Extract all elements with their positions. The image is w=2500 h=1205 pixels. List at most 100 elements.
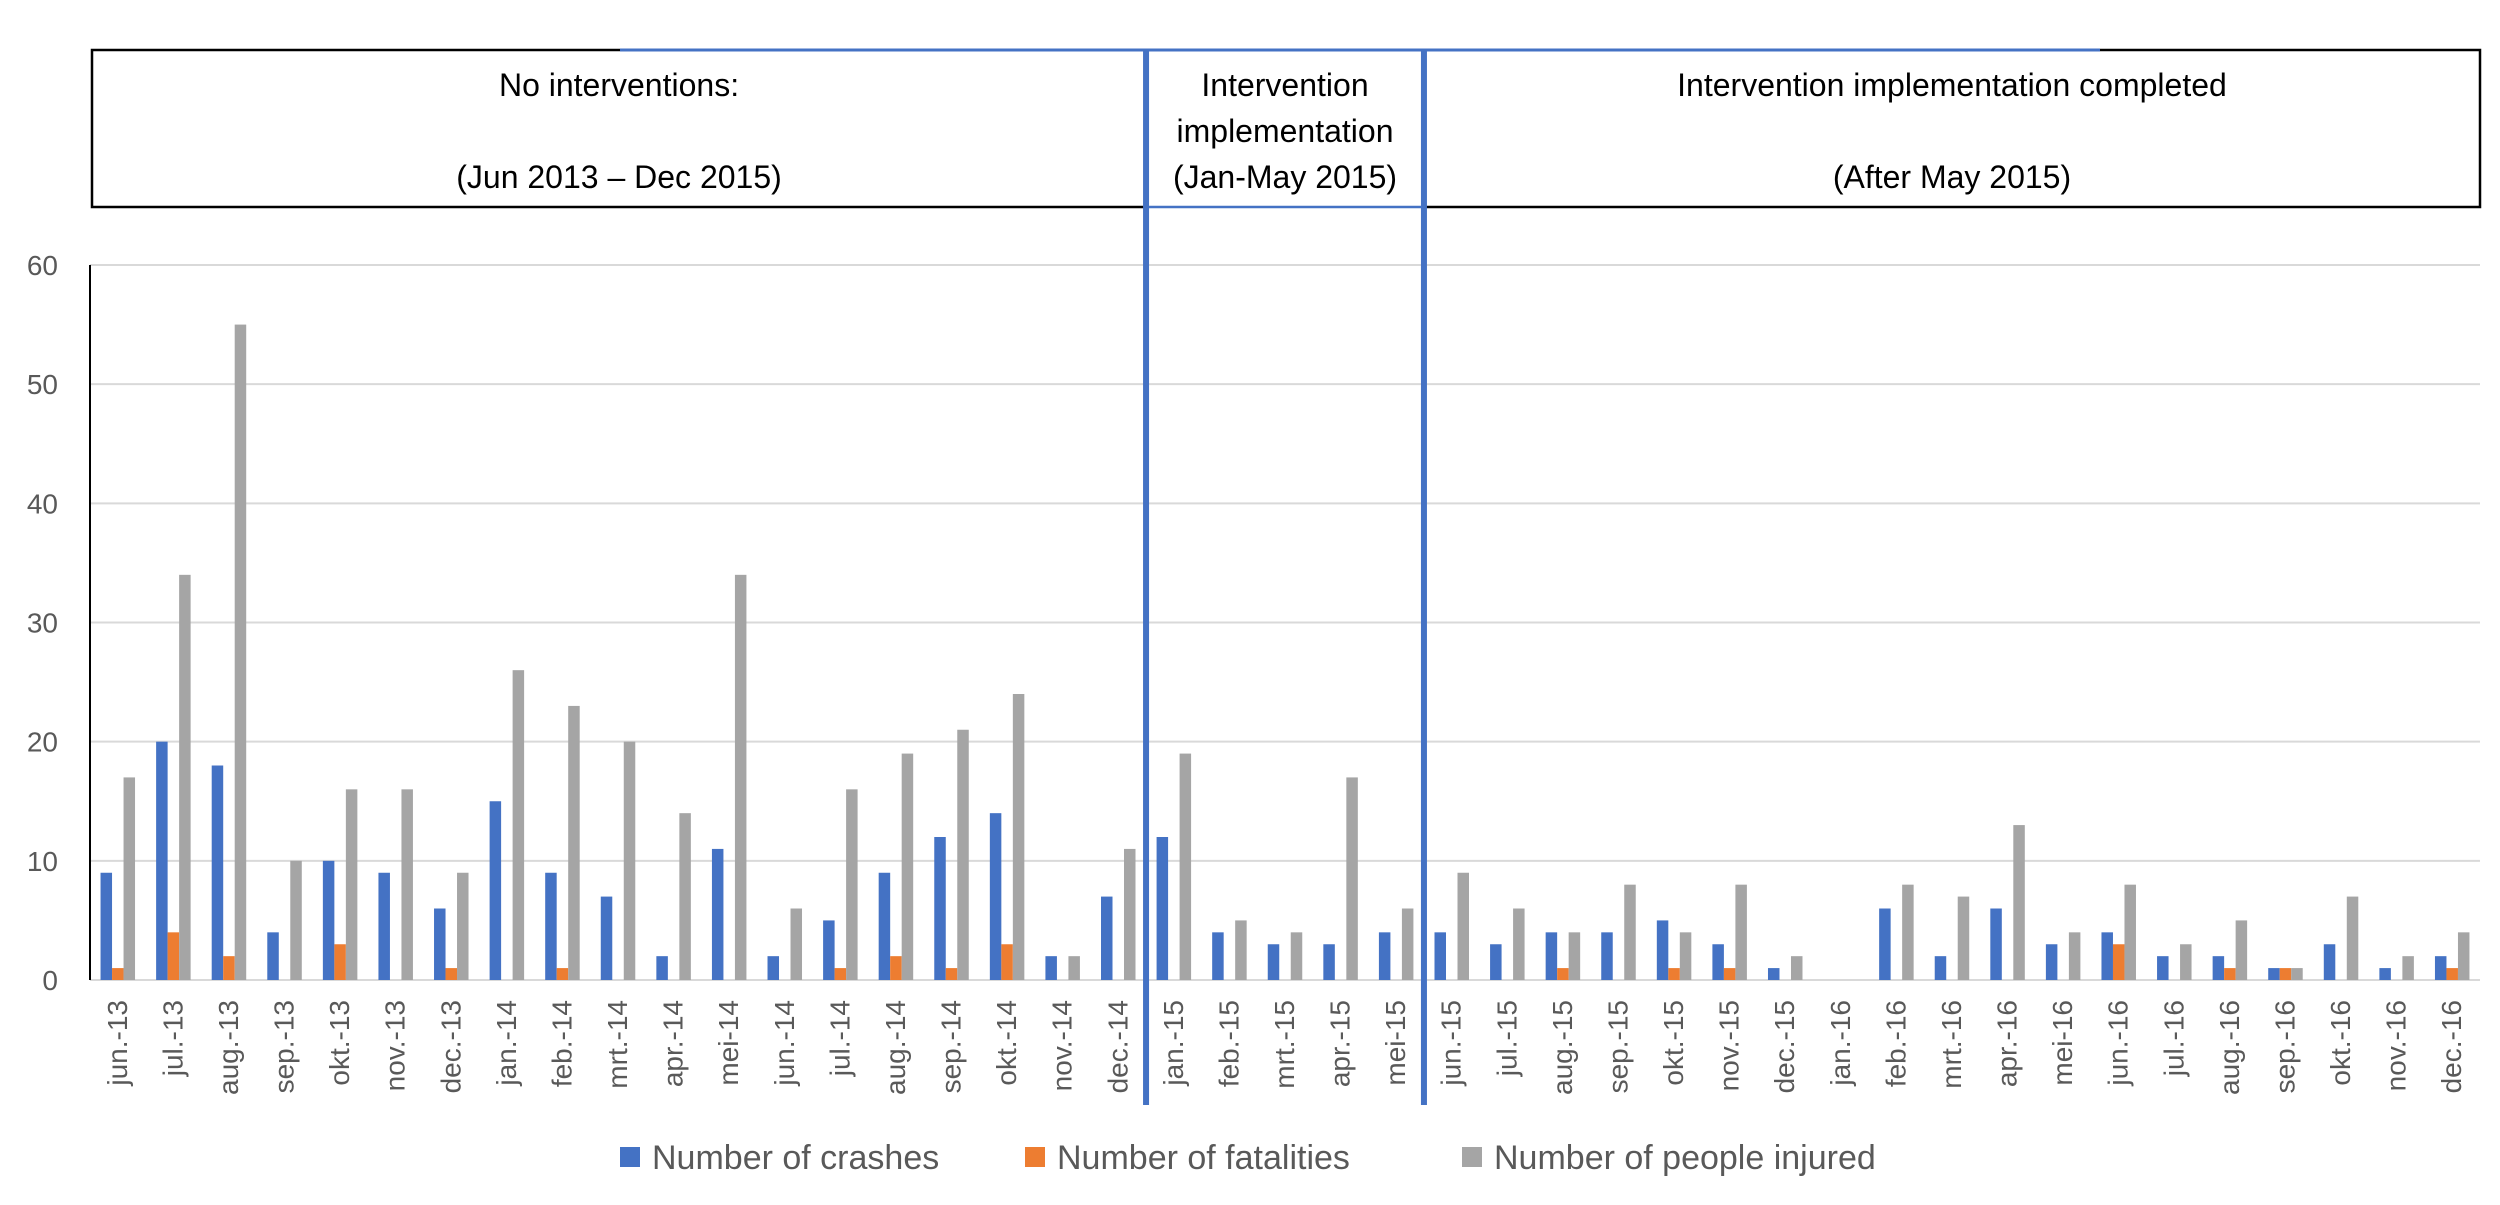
phase-boxes: No interventions: (Jun 2013 – Dec 2015) In… (90, 48, 2482, 209)
x-tick-label: sep.-14 (936, 1000, 967, 1093)
crashes-bar (1378, 932, 1391, 980)
x-tick-label: jan.-15 (1158, 1000, 1189, 1087)
injured-bar (1290, 932, 1303, 980)
injured-bar (2180, 944, 2192, 980)
injured-bar (679, 813, 691, 980)
injured-bar (2457, 932, 2470, 980)
injured-bar (2013, 825, 2025, 980)
crashes-bar (489, 801, 502, 980)
fatalities-bar (167, 932, 180, 980)
fatalities-bar (1001, 944, 1013, 980)
bars (100, 324, 2470, 980)
y-tick-label: 20 (27, 727, 58, 758)
phase-completed-label: (After May 2015) (1833, 159, 2071, 195)
injured-bar (457, 872, 469, 980)
crashes-bar (2323, 944, 2336, 980)
phase-completed-label: Intervention implementation completed (1677, 67, 2227, 103)
legend: Number of crashes Number of fatalities Num… (620, 1139, 1876, 1177)
x-tick-label: feb.-15 (1213, 1000, 1244, 1087)
fatalities-bar (334, 944, 346, 980)
fatalities-bar (1557, 968, 1569, 980)
x-tick-label: jan.-16 (1825, 1000, 1856, 1087)
x-tick-label: apr.-16 (1992, 1000, 2023, 1087)
crashes-bar (1990, 908, 2002, 980)
injured-bar (1124, 848, 1136, 980)
injured-bar (2235, 920, 2248, 980)
crashes-bar (267, 932, 279, 980)
x-tick-label: dec.-14 (1102, 1000, 1133, 1093)
x-tick-label: dec.-16 (2436, 1000, 2467, 1093)
injured-bar (2068, 932, 2081, 980)
legend-crashes-label: Number of crashes (652, 1139, 939, 1177)
fatalities-bar (2279, 968, 2292, 980)
fatalities-bar (2112, 944, 2125, 980)
y-tick-label: 50 (27, 369, 58, 400)
crashes-bar (1545, 932, 1558, 980)
injured-bar (790, 908, 803, 980)
x-tick-label: sep.-15 (1602, 1000, 1633, 1093)
crashes-bar (600, 896, 613, 980)
injured-bar (1679, 932, 1692, 980)
x-axis-ticks: jun.-13 jul.-13 aug.-13 sep.-13 okt.-13 nov.-… (102, 1000, 2467, 1095)
fatalities-bar (112, 968, 124, 980)
phase-implementation-label: (Jan-May 2015) (1173, 159, 1397, 195)
crashes-bar (1879, 908, 1891, 980)
x-tick-label: apr.-15 (1325, 1000, 1356, 1087)
injured-bar (2402, 956, 2414, 980)
injured-bar (568, 705, 580, 980)
crashes-bar (2212, 956, 2225, 980)
injured-bar (1624, 884, 1636, 980)
gridlines (90, 264, 2480, 981)
crashes-bar (1490, 944, 1502, 980)
x-tick-label: jul.-16 (2158, 1000, 2189, 1077)
fatalities-bar (890, 956, 902, 980)
crashes-bar (211, 765, 224, 980)
fatalities-bar (556, 968, 569, 980)
x-tick-label: dec.-15 (1769, 1000, 1800, 1093)
crashes-bar (1156, 837, 1169, 980)
injured-bar (846, 789, 858, 980)
injured-bar (2291, 968, 2303, 980)
y-tick-label: 10 (27, 846, 58, 877)
fatalities-bar (1723, 968, 1736, 980)
x-tick-label: aug.-13 (213, 1000, 244, 1095)
phase-no-interventions-label: No interventions: (499, 67, 739, 103)
x-tick-label: feb.-14 (546, 1000, 577, 1087)
x-tick-label: aug.-16 (2214, 1000, 2245, 1095)
x-tick-label: aug.-14 (880, 1000, 911, 1095)
y-axis-ticks: 0 10 20 30 40 50 60 (27, 250, 58, 996)
x-tick-label: jun.-15 (1436, 1000, 1467, 1087)
injured-bar (1068, 956, 1080, 980)
x-tick-label: jun.-16 (2103, 1000, 2134, 1087)
injured-bar (1012, 694, 1025, 980)
x-tick-label: nov.-15 (1714, 1000, 1745, 1091)
injured-bar (1513, 908, 1525, 980)
x-tick-label: aug.-15 (1547, 1000, 1578, 1095)
crashes-bar (1101, 896, 1113, 980)
x-tick-label: okt.-15 (1658, 1000, 1689, 1086)
x-tick-label: jul.-13 (157, 1000, 188, 1077)
injured-bar (290, 860, 302, 980)
crashes-bar (1212, 932, 1224, 980)
injured-bar (1401, 908, 1414, 980)
injured-bar (234, 324, 247, 980)
crashes-bar (711, 848, 724, 980)
x-tick-label: okt.-14 (991, 1000, 1022, 1086)
injured-bar (1790, 956, 1803, 980)
x-tick-label: okt.-16 (2325, 1000, 2356, 1086)
fatalities-bar (1668, 968, 1680, 980)
crashes-bar (2101, 932, 2113, 980)
injured-bar (1957, 896, 1970, 980)
x-tick-label: okt.-13 (324, 1000, 355, 1086)
crashes-bar (1712, 944, 1724, 980)
crashes-bar (1767, 968, 1780, 980)
crashes-bar (1656, 920, 1669, 980)
crashes-bar (1601, 932, 1613, 980)
injured-bar (1735, 884, 1747, 980)
injured-bar (901, 753, 914, 980)
x-tick-label: jun.-13 (102, 1000, 133, 1087)
x-tick-label: sep.-16 (2269, 1000, 2300, 1093)
crashes-bar (100, 872, 113, 980)
y-tick-label: 40 (27, 488, 58, 519)
